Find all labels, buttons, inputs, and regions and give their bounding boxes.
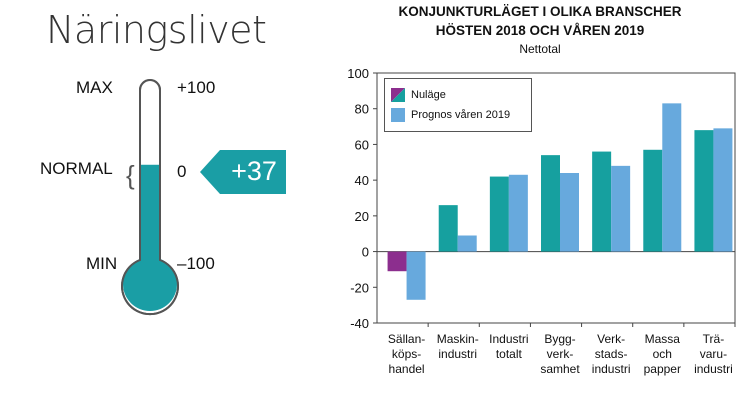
bar-nulage: [438, 205, 458, 252]
bar-nulage: [489, 176, 509, 252]
thermometer-bulb: [123, 257, 177, 311]
thermometer-zero-value: 0: [177, 162, 187, 181]
thermometer-min-label: MIN: [86, 254, 118, 273]
chart-subtitle: Nettotal: [519, 42, 561, 56]
legend-label-prognos: Prognos våren 2019: [411, 109, 511, 121]
x-category-label: industri: [694, 362, 733, 376]
callout-arrow-shape: [200, 150, 286, 194]
x-category-label: köps-: [392, 347, 421, 361]
x-category-label: och: [653, 347, 672, 361]
reading-callout: +37: [200, 150, 286, 194]
thermometer-min-value: –100: [177, 254, 215, 273]
bar-nulage: [643, 149, 663, 252]
legend-item-prognos: Prognos våren 2019: [391, 107, 510, 123]
x-category-label: industri: [438, 347, 477, 361]
bar-chart: 100 80 60 40 20 0 -20 -40 Sällan-köps-handel Mask…: [347, 66, 736, 376]
reading-value: +37: [231, 156, 277, 186]
bar-prognos: [457, 235, 477, 252]
plot-frame: [376, 72, 736, 324]
y-tick-label: 80: [355, 102, 369, 117]
x-category-label: Trä-: [703, 332, 725, 346]
bar-nulage: [694, 130, 714, 252]
bar-nulage: [541, 155, 560, 252]
chart-title-line2: HÖSTEN 2018 OCH VÅREN 2019: [435, 23, 645, 38]
x-category-label: handel: [389, 362, 425, 376]
x-category-label: Bygg-: [544, 332, 575, 346]
bar-nulage: [387, 251, 407, 272]
y-tick-label: 20: [355, 209, 369, 224]
thermometer-max-value: +100: [177, 78, 216, 97]
legend-swatch-prognos: [391, 108, 405, 122]
thermometer-normal-label: NORMAL: [40, 159, 113, 178]
x-category-label: Massa: [645, 332, 681, 346]
x-category-label: Maskin-: [437, 332, 479, 346]
y-tick-label: 40: [355, 173, 369, 188]
thermometer-icon: [121, 79, 179, 316]
y-tick-label: 100: [347, 66, 369, 81]
x-category-label: verk-: [547, 347, 574, 361]
x-category-label: Sällan-: [388, 332, 425, 346]
x-category-label: Industri: [489, 332, 528, 346]
legend-swatch-nulage: [391, 88, 405, 102]
x-category-label: industri: [592, 362, 631, 376]
bar-nulage: [592, 151, 612, 252]
thermometer-max-label: MAX: [76, 78, 113, 97]
x-category-label: papper: [644, 362, 681, 376]
x-category-label: Verk-: [597, 332, 625, 346]
bar-prognos: [611, 165, 631, 252]
legend-label-nulage: Nuläge: [411, 89, 446, 101]
thermometer-level: [141, 164, 159, 268]
page-title: Näringslivet: [46, 8, 267, 52]
bar-prognos: [713, 128, 733, 252]
y-tick-label: 0: [362, 245, 369, 260]
y-tick-label: 60: [355, 137, 369, 152]
y-tick-label: -40: [350, 316, 369, 331]
y-tick-label: -20: [350, 280, 369, 295]
bar-prognos: [662, 103, 682, 252]
thermometer-brace: {: [126, 160, 135, 190]
chart-title-line1: KONJUNKTURLÄGET I OLIKA BRANSCHER: [398, 4, 682, 19]
legend-item-nulage: Nuläge: [391, 87, 446, 103]
x-category-label: totalt: [496, 347, 523, 361]
bar-prognos: [508, 174, 528, 252]
x-category-label: stads-: [595, 347, 628, 361]
x-category-label: samhet: [540, 362, 580, 376]
x-category-label: varu-: [700, 347, 727, 361]
chart-legend: Nuläge Prognos våren 2019: [384, 78, 532, 132]
bar-prognos: [560, 173, 579, 252]
bar-prognos: [406, 251, 426, 300]
